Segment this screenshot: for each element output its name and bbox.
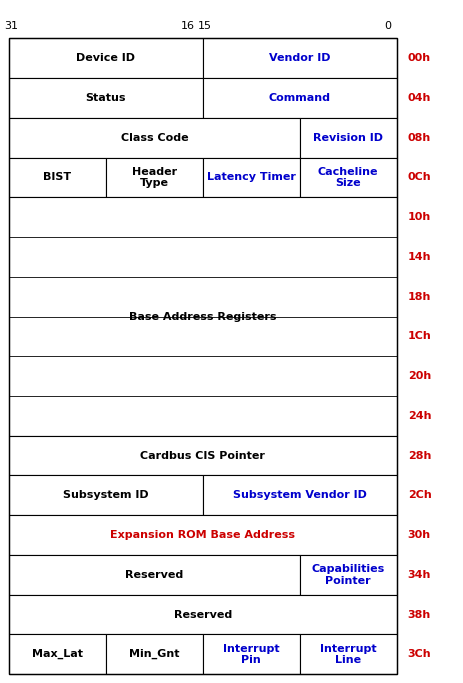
Text: 14h: 14h (408, 252, 431, 262)
Text: 10h: 10h (408, 212, 431, 222)
Bar (203, 635, 300, 674)
Text: Subsystem ID: Subsystem ID (63, 490, 149, 501)
Bar (203, 38, 397, 78)
Text: 3Ch: 3Ch (408, 650, 432, 659)
Text: Interrupt
Line: Interrupt Line (320, 643, 376, 665)
Text: 20h: 20h (408, 371, 431, 381)
Bar (9, 436, 397, 475)
Text: Base Address Registers: Base Address Registers (129, 311, 276, 322)
Bar (9, 158, 106, 197)
Text: Cardbus CIS Pointer: Cardbus CIS Pointer (140, 451, 265, 460)
Text: 0: 0 (385, 21, 392, 31)
Bar (9, 595, 397, 635)
Bar (9, 78, 203, 118)
Text: Capabilities
Pointer: Capabilities Pointer (312, 564, 385, 585)
Text: 00h: 00h (408, 53, 431, 64)
Text: Reserved: Reserved (125, 570, 183, 580)
Text: 16: 16 (181, 21, 194, 31)
Text: Vendor ID: Vendor ID (269, 53, 331, 64)
Text: Max_Lat: Max_Lat (32, 649, 83, 660)
Text: 04h: 04h (408, 93, 431, 103)
Bar (203, 475, 397, 515)
Bar (9, 197, 397, 436)
Bar (9, 475, 203, 515)
Text: Latency Timer: Latency Timer (207, 172, 296, 182)
Text: 30h: 30h (408, 530, 431, 540)
Text: 1Ch: 1Ch (408, 331, 432, 342)
Text: BIST: BIST (44, 172, 72, 182)
Bar (300, 635, 397, 674)
Text: Device ID: Device ID (76, 53, 136, 64)
Text: 31: 31 (4, 21, 18, 31)
Bar (9, 635, 106, 674)
Bar (300, 118, 397, 158)
Bar (106, 158, 203, 197)
Text: Revision ID: Revision ID (313, 133, 383, 143)
Text: 0Ch: 0Ch (408, 172, 432, 182)
Text: Command: Command (269, 93, 331, 103)
Bar (9, 118, 300, 158)
Bar (300, 158, 397, 197)
Text: Reserved: Reserved (174, 609, 232, 619)
Text: 38h: 38h (408, 609, 431, 619)
Text: 2Ch: 2Ch (408, 490, 432, 501)
Text: 34h: 34h (408, 570, 431, 580)
Text: 08h: 08h (408, 133, 431, 143)
Bar (203, 158, 300, 197)
Bar (9, 38, 397, 674)
Text: 18h: 18h (408, 292, 431, 302)
Text: Min_Gnt: Min_Gnt (129, 649, 180, 660)
Text: Expansion ROM Base Address: Expansion ROM Base Address (110, 530, 295, 540)
Text: 28h: 28h (408, 451, 431, 460)
Bar (203, 78, 397, 118)
Bar (9, 555, 300, 595)
Bar (9, 515, 397, 555)
Text: 15: 15 (198, 21, 212, 31)
Bar (106, 635, 203, 674)
Text: Interrupt
Pin: Interrupt Pin (223, 643, 280, 665)
Text: Cacheline
Size: Cacheline Size (318, 167, 378, 189)
Text: Header
Type: Header Type (132, 167, 177, 189)
Text: Status: Status (86, 93, 126, 103)
Text: Subsystem Vendor ID: Subsystem Vendor ID (233, 490, 367, 501)
Bar (300, 555, 397, 595)
Bar (9, 38, 203, 78)
Text: Class Code: Class Code (120, 133, 188, 143)
Text: 24h: 24h (408, 411, 431, 421)
